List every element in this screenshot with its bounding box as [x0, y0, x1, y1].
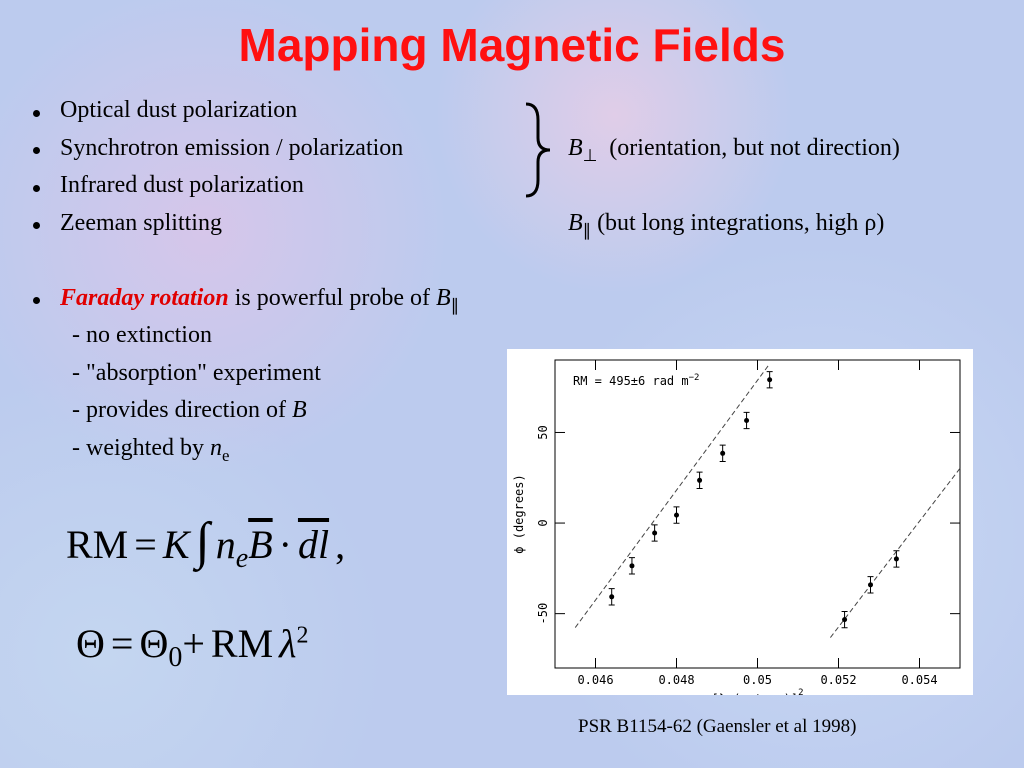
text: - "absorption" experiment: [72, 360, 321, 386]
label-text: [λ (meters)]: [711, 692, 798, 695]
data-point: [674, 512, 679, 518]
annotation-sup: −2: [689, 373, 700, 383]
eq-token: =: [110, 621, 134, 666]
eq-token: dl: [297, 522, 330, 567]
bullet-text: Zeeman splitting: [60, 210, 222, 236]
y-tick-label: 0: [536, 519, 550, 526]
subscript: ∥: [582, 220, 592, 240]
plot-frame: [554, 359, 961, 669]
eq-token: 0: [168, 642, 183, 673]
text: - provides direction of: [72, 397, 292, 423]
data-point: [867, 582, 873, 588]
bullet-text: Infrared dust polarization: [60, 172, 304, 198]
bullet-text: Synchrotron emission / polarization: [60, 135, 404, 161]
scatter-chart: 0.046 0.048 0.05 0.052 0.054 -50 0 50 [λ (meters…: [507, 349, 973, 695]
bullet: [33, 297, 40, 304]
equation-rm: RM = K ∫ neB · dl,: [66, 512, 351, 575]
symbol: B: [291, 397, 307, 423]
symbol: B: [568, 135, 583, 161]
data-point: [697, 477, 703, 483]
symbol: n: [209, 435, 222, 461]
x-axis-label: [λ (meters)]2: [711, 688, 803, 695]
eq-token: =: [134, 522, 157, 567]
text: - no extinction: [72, 322, 212, 348]
fit-line: [830, 468, 961, 638]
equation-theta: Θ = Θ0+ RM λ2: [76, 620, 308, 674]
brace: [525, 102, 551, 198]
data-point: [629, 563, 635, 569]
emphasis: Faraday rotation: [60, 285, 229, 311]
text: is powerful probe of: [228, 285, 436, 311]
bullet: [33, 185, 40, 192]
caption: PSR B1154-62 (Gaensler et al 1998): [578, 716, 857, 737]
eq-token: Θ: [139, 621, 169, 666]
sub-item: - provides direction of B: [72, 397, 307, 424]
symbol: B: [435, 285, 451, 311]
eq-token: RM: [66, 522, 129, 567]
subscript: ⊥: [582, 145, 598, 165]
eq-token: B: [248, 522, 273, 567]
data-point: [767, 377, 773, 383]
eq-token: n: [215, 522, 236, 567]
sub-item: - "absorption" experiment: [72, 360, 321, 387]
data-point: [744, 418, 750, 424]
fit-line: [574, 363, 771, 628]
symbol: B: [568, 210, 583, 236]
data-point: [720, 450, 726, 456]
bullet: [33, 147, 40, 154]
slide-title: Mapping Magnetic Fields: [238, 19, 786, 71]
note-text: (but long integrations, high ρ): [597, 210, 885, 236]
eq-token: 2: [296, 622, 309, 649]
eq-token: RM: [210, 621, 274, 666]
perp-note: B⊥ (orientation, but not direction): [568, 135, 900, 166]
eq-token: K: [162, 522, 190, 567]
sub-item: - no extinction: [72, 322, 212, 349]
eq-token: +: [182, 621, 205, 666]
eq-token: ,: [335, 522, 346, 567]
data-point: [609, 594, 615, 600]
y-tick-label: 50: [536, 425, 550, 439]
subscript: ∥: [450, 295, 460, 315]
label-sup: 2: [798, 688, 803, 695]
par-note: B∥ (but long integrations, high ρ): [568, 210, 884, 241]
data-point: [842, 617, 848, 623]
y-tick-label: -50: [536, 603, 550, 625]
annotation: RM = 495±6 rad m−2: [573, 373, 699, 388]
eq-token: ∫: [195, 513, 210, 570]
bullet-text: Optical dust polarization: [60, 97, 298, 123]
x-tick-label: 0.054: [901, 673, 937, 687]
x-tick-label: 0.052: [820, 673, 856, 687]
y-axis-label: ϕ (degrees): [512, 474, 526, 553]
note-text: (orientation, but not direction): [609, 135, 900, 161]
bullet: [33, 110, 40, 117]
x-tick-label: 0.046: [577, 673, 613, 687]
data-point: [893, 556, 899, 562]
x-tick-label: 0.05: [743, 673, 772, 687]
bullet: [33, 222, 40, 229]
eq-token: ·: [278, 522, 292, 567]
eq-token: e: [235, 543, 249, 574]
eq-token: Θ: [76, 621, 105, 666]
eq-token: λ: [279, 621, 297, 666]
x-tick-label: 0.048: [658, 673, 694, 687]
subscript: e: [221, 445, 230, 465]
text: - weighted by: [72, 435, 210, 461]
faraday-line: Faraday rotation is powerful probe of B∥: [60, 285, 459, 316]
data-point: [652, 530, 658, 536]
annotation-text: RM = 495±6 rad m: [573, 374, 689, 388]
sub-item: - weighted by ne: [72, 435, 229, 466]
